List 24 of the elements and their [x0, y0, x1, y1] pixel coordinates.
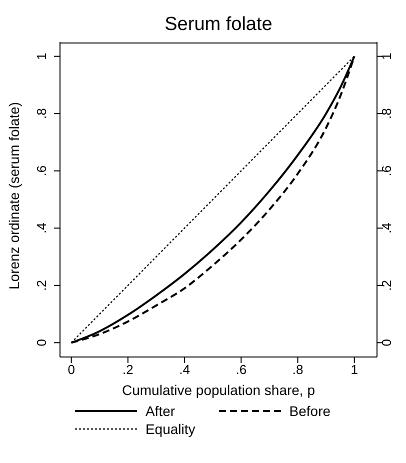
y-tick-label: .6	[34, 165, 49, 176]
y2-tick-label: .2	[379, 280, 394, 291]
y2-tick-label: .8	[379, 108, 394, 120]
y-tick-label: 0	[34, 339, 49, 346]
x-tick-label: .2	[122, 362, 134, 378]
x-tick-label: .4	[179, 362, 190, 378]
y-tick-label: .4	[34, 222, 49, 234]
x-tick-label: 0	[68, 362, 75, 378]
legend-label: After	[145, 403, 176, 419]
y-tick-label: .2	[34, 280, 49, 291]
y2-tick-label: .6	[379, 165, 394, 176]
x-tick-label: .8	[292, 362, 304, 378]
y-axis-title: Lorenz ordinate (serum folate)	[6, 102, 22, 290]
legend-label: Equality	[145, 421, 196, 437]
y2-tick-label: 0	[379, 339, 394, 346]
legend-label: Before	[289, 403, 331, 419]
x-axis-title: Cumulative population share, p	[122, 382, 316, 398]
x-tick-label: 1	[350, 362, 358, 378]
y2-tick-label: 1	[379, 52, 394, 60]
y2-tick-label: .4	[379, 222, 394, 234]
y-tick-label: .8	[34, 108, 49, 120]
x-tick-label: .6	[236, 362, 247, 378]
chart-title: Serum folate	[164, 14, 274, 36]
y-tick-label: 1	[34, 52, 49, 60]
